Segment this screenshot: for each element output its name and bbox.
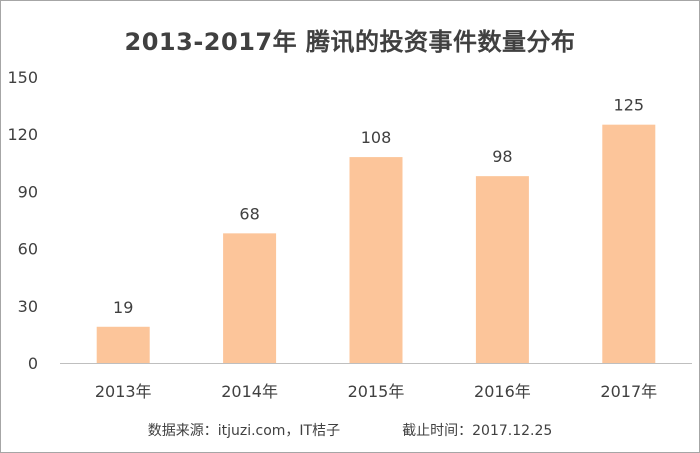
data-labels: 19 68 108 98 125 [113,96,644,317]
bar [223,233,277,363]
data-label: 98 [492,147,512,166]
data-label: 68 [239,204,259,223]
y-tick-label: 120 [7,125,38,144]
bar [602,124,656,364]
chart-title: 2013-2017年 腾讯的投资事件数量分布 [124,28,576,56]
x-category-label: 2016年 [474,382,531,401]
data-label: 19 [113,298,133,317]
bar [349,157,403,363]
x-category-label: 2013年 [95,382,152,401]
bars [96,124,656,364]
bar [475,176,529,363]
bar [96,326,150,363]
x-category-label: 2015年 [348,382,405,401]
data-label: 125 [614,96,645,115]
source-text: 数据来源：itjuzi.com，IT桔子 [147,423,341,439]
footer-note: 数据来源：itjuzi.com，IT桔子 截止时间：2017.12.25 [0,420,700,440]
y-tick-label: 0 [28,354,38,373]
y-axis-ticks: 0 30 60 90 120 150 [7,68,38,373]
x-axis-categories: 2013年 2014年 2015年 2016年 2017年 [95,382,657,401]
y-tick-label: 90 [18,182,38,201]
cutoff-text: 截止时间：2017.12.25 [402,423,553,439]
y-tick-label: 150 [7,68,38,87]
data-label: 108 [361,128,392,147]
y-tick-label: 60 [18,240,38,259]
x-category-label: 2017年 [600,382,657,401]
x-category-label: 2014年 [221,382,278,401]
y-tick-label: 30 [18,297,38,316]
